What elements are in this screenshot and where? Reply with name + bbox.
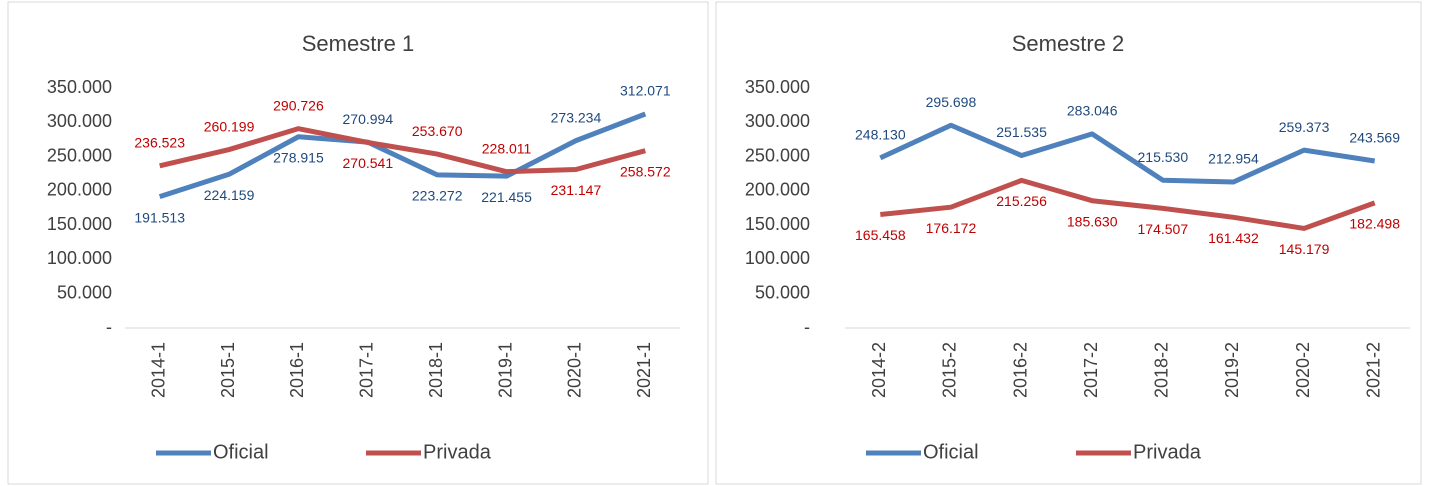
data-label: 290.726 <box>273 97 324 113</box>
x-tick-label: 2020-1 <box>565 342 585 398</box>
x-tick-label: 2021-1 <box>634 342 654 398</box>
y-tick-label: - <box>804 317 810 337</box>
data-label: 295.698 <box>926 94 977 110</box>
data-label: 223.272 <box>412 188 463 204</box>
x-tick-label: 2017-2 <box>1081 342 1101 398</box>
data-label: 185.630 <box>1067 213 1118 229</box>
y-tick-label: 350.000 <box>47 77 112 97</box>
data-label: 161.432 <box>1208 230 1259 246</box>
x-tick-label: 2015-2 <box>940 342 960 398</box>
chart-title: Semestre 2 <box>1012 31 1125 56</box>
y-tick-label: 300.000 <box>47 111 112 131</box>
data-label: 191.513 <box>134 209 185 225</box>
data-label: 236.523 <box>134 135 185 151</box>
data-label: 145.179 <box>1279 241 1330 257</box>
x-tick-label: 2019-2 <box>1222 342 1242 398</box>
data-label: 243.569 <box>1349 130 1400 146</box>
data-label: 251.535 <box>996 124 1047 140</box>
x-tick-label: 2016-2 <box>1010 342 1030 398</box>
data-label: 270.994 <box>343 111 394 127</box>
legend-label: Privada <box>1133 441 1202 463</box>
data-label: 224.159 <box>204 187 255 203</box>
line-series <box>880 177 1376 231</box>
data-label: 212.954 <box>1208 151 1259 167</box>
y-tick-label: 100.000 <box>745 248 810 268</box>
y-tick-label: 200.000 <box>745 180 810 200</box>
data-label: 260.199 <box>204 118 255 134</box>
y-tick-label: 250.000 <box>745 145 810 165</box>
data-label: 312.071 <box>620 83 671 99</box>
x-tick-label: 2020-2 <box>1293 342 1313 398</box>
y-tick-label: 150.000 <box>745 214 810 234</box>
y-tick-label: 100.000 <box>47 248 112 268</box>
x-tick-label: 2021-2 <box>1363 342 1383 398</box>
y-tick-label: 350.000 <box>745 77 810 97</box>
y-tick-label: 150.000 <box>47 214 112 234</box>
chart-title: Semestre 1 <box>302 31 415 56</box>
data-label: 283.046 <box>1067 103 1118 119</box>
data-label: 176.172 <box>926 220 977 236</box>
data-label: 231.147 <box>551 182 602 198</box>
x-tick-label: 2018-1 <box>426 342 446 398</box>
data-label: 258.572 <box>620 163 671 179</box>
x-tick-label: 2019-1 <box>495 342 515 398</box>
y-tick-label: 50.000 <box>57 282 112 302</box>
legend-label: Oficial <box>923 441 979 463</box>
y-tick-label: 50.000 <box>755 282 810 302</box>
data-label: 278.915 <box>273 149 324 165</box>
legend-label: Oficial <box>213 441 269 463</box>
data-label: 165.458 <box>855 227 906 243</box>
y-tick-label: 300.000 <box>745 111 810 131</box>
data-label: 270.541 <box>343 155 394 171</box>
data-label: 259.373 <box>1279 119 1330 135</box>
y-tick-label: 250.000 <box>47 145 112 165</box>
data-label: 228.011 <box>482 140 532 156</box>
data-label: 248.130 <box>855 127 906 143</box>
data-label: 174.507 <box>1138 221 1189 237</box>
data-label: 221.455 <box>481 189 532 205</box>
x-tick-label: 2014-1 <box>148 342 168 398</box>
x-tick-label: 2014-2 <box>869 342 889 398</box>
line-series <box>159 126 646 175</box>
x-tick-label: 2018-2 <box>1152 342 1172 398</box>
line-series <box>879 122 1376 185</box>
data-label: 215.256 <box>996 193 1047 209</box>
panel <box>7 1 709 485</box>
panel <box>715 1 1422 485</box>
y-tick-label: 200.000 <box>47 180 112 200</box>
x-tick-label: 2015-1 <box>218 342 238 398</box>
x-tick-label: 2017-1 <box>357 342 377 398</box>
data-label: 215.530 <box>1138 149 1189 165</box>
data-label: 253.670 <box>412 123 463 139</box>
line-series <box>158 111 647 200</box>
data-label: 182.498 <box>1349 216 1400 232</box>
y-tick-label: - <box>106 317 112 337</box>
x-tick-label: 2016-1 <box>287 342 307 398</box>
data-label: 273.234 <box>551 109 602 125</box>
legend-label: Privada <box>423 441 492 463</box>
